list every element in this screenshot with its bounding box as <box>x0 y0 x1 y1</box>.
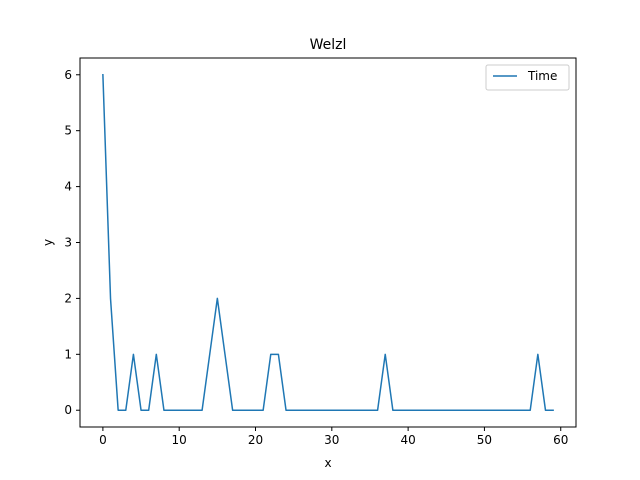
x-tick-label: 30 <box>324 433 339 447</box>
x-axis-label: x <box>324 456 331 470</box>
x-tick-label: 20 <box>248 433 263 447</box>
y-tick-label: 4 <box>64 180 72 194</box>
y-tick-label: 6 <box>64 68 72 82</box>
x-tick-label: 0 <box>99 433 107 447</box>
plot-frame <box>79 57 577 428</box>
legend: Time <box>485 64 570 91</box>
x-tick-label: 60 <box>553 433 568 447</box>
x-tick-label: 40 <box>400 433 415 447</box>
legend-label-time: Time <box>527 69 557 83</box>
x-tick-label: 50 <box>477 433 492 447</box>
y-axis-label: y <box>41 239 55 246</box>
x-tick-label: 10 <box>172 433 187 447</box>
y-tick-label: 0 <box>64 403 72 417</box>
series-layer <box>102 73 554 411</box>
y-tick-label: 2 <box>64 291 72 305</box>
axis-ticks: 0 10 20 30 40 50 60 0 1 2 3 4 5 6 <box>64 68 568 447</box>
y-tick-label: 1 <box>64 347 72 361</box>
chart-title: Welzl <box>310 37 347 53</box>
y-tick-label: 5 <box>64 124 72 138</box>
legend-box <box>485 64 570 91</box>
series-line-time <box>102 73 554 411</box>
y-tick-label: 3 <box>64 236 72 250</box>
